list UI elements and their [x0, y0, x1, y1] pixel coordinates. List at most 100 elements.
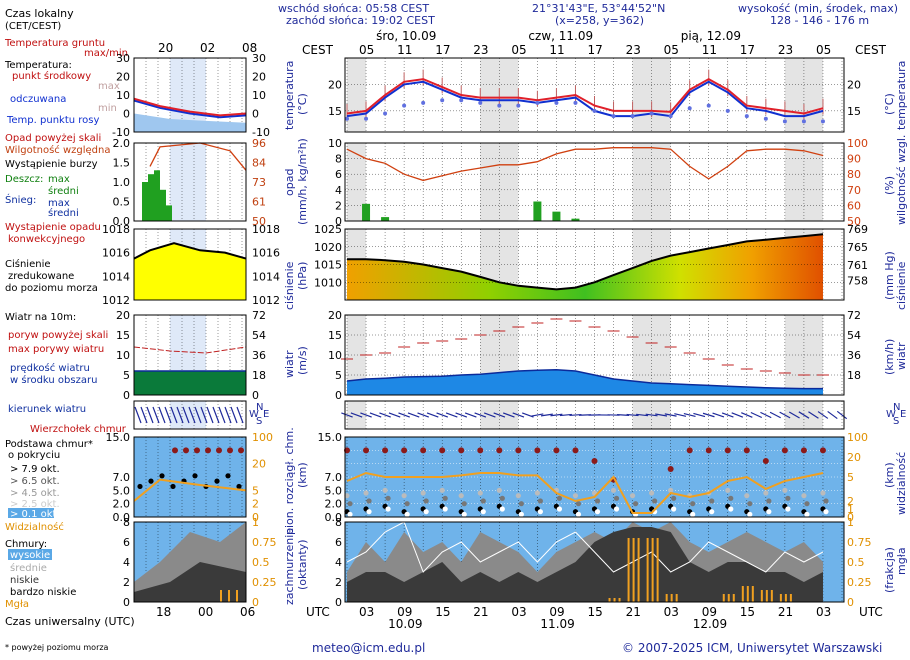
cloud-base-dot — [404, 511, 410, 517]
dew-point — [516, 103, 521, 108]
mini-temp-tick-r: -10 — [252, 126, 270, 139]
cloud-base-dot — [518, 501, 524, 507]
wind-arrow — [350, 412, 363, 418]
legend-pressure2: zredukowane — [8, 271, 74, 282]
cest-tick: 11 — [702, 43, 717, 57]
legend-snow-max: max — [48, 198, 70, 209]
mini-hum-tick: 96 — [252, 137, 266, 150]
cloud-base-dot — [690, 511, 696, 517]
cloud-base-dot — [725, 487, 731, 493]
cloud-base-dot — [518, 511, 524, 517]
wind-arrow — [731, 412, 744, 418]
cloud-base-dot — [728, 495, 734, 501]
legend-rain-max: max — [48, 174, 70, 185]
cest-label-right: CEST — [855, 43, 887, 57]
mini-press-tick: 1018 — [102, 223, 130, 236]
utc-tick: 09 — [397, 605, 412, 619]
cloud-base-dot — [480, 509, 486, 515]
fog-tick: 0.25 — [847, 576, 872, 589]
precip-bar — [533, 201, 542, 221]
dew-point — [649, 111, 654, 116]
dew-point — [706, 103, 711, 108]
mini-cloud-tick: 0.0 — [113, 511, 131, 524]
mini-temp-tick-r: 0 — [252, 108, 259, 121]
cest-tick: 17 — [588, 43, 603, 57]
wind-arrow — [712, 412, 725, 418]
mini-border — [133, 314, 247, 396]
y-tick-left: 15 — [328, 105, 342, 118]
mini-wind-area — [134, 371, 246, 395]
dew-point — [801, 119, 806, 124]
mini-cloudtop-dot — [216, 447, 222, 454]
fog-bar — [741, 586, 744, 602]
cloud-base-dot — [575, 501, 582, 507]
day-label-bottom: 10.09 — [388, 617, 422, 631]
dew-point — [592, 108, 597, 113]
compass-left: NW ES — [249, 402, 269, 427]
wind-arrow — [360, 412, 372, 418]
mini-bottom-hour: 00 — [198, 605, 213, 619]
wind-arrow — [683, 412, 696, 418]
wind-arrow — [531, 413, 544, 417]
cloud-right-unit: (km) — [883, 462, 896, 488]
coords-text: 21°31'43"E, 53°44'52"N — [532, 2, 665, 15]
footer-copyright: © 2007-2025 ICM, Uniwersytet Warszawski — [622, 641, 882, 655]
mini-wind-tick-r: 0 — [252, 389, 259, 402]
cloud-base-dot — [366, 509, 372, 515]
cover-left-title: zachmurzenie — [283, 528, 296, 605]
mini-temp-tick: 30 — [116, 52, 130, 65]
mini-press-tick-r: 1012 — [252, 294, 280, 307]
cloud-base-dot — [439, 487, 445, 493]
altitude-value: 128 - 146 - 176 m — [770, 14, 869, 27]
precip-bar — [381, 217, 390, 221]
cloud-base-dot — [632, 501, 639, 507]
mini-fog-tick: 0.25 — [252, 576, 277, 589]
footer-email[interactable]: meteo@icm.edu.pl — [312, 641, 425, 655]
y-tick-left: 2 — [335, 199, 342, 212]
wind-arrow — [674, 413, 687, 417]
cloud-top-dot — [743, 447, 750, 454]
cloud-base-dot — [804, 501, 810, 507]
legend-c-vlow: bardzo niskie — [10, 587, 76, 598]
mini-cloud-tick: 5.0 — [113, 484, 131, 497]
dew-point — [554, 100, 559, 105]
y-tick-right: 15 — [847, 105, 861, 118]
legend-okt65: > 6.5 okt. — [10, 476, 60, 487]
mini-fog-tick: 0.75 — [252, 536, 277, 549]
cloud-top-dot — [420, 447, 427, 454]
legend-ground-temp: Temperatura gruntu — [4, 38, 105, 49]
wind-arrow — [664, 413, 677, 417]
utc-tick: 09 — [702, 605, 717, 619]
mini-wind-arrow — [170, 406, 178, 424]
mini-wind-arrow — [146, 406, 154, 424]
mini-cloudtop-dot — [205, 447, 211, 454]
wind-line — [346, 369, 823, 390]
mini-border — [133, 521, 247, 603]
cloud-right-title: widzialność — [895, 452, 908, 515]
cloud-base-dot — [461, 511, 467, 517]
vis-tick: 0 — [847, 511, 854, 524]
cloud-base-dot — [649, 490, 655, 496]
legend-rain: Deszcz: — [5, 174, 43, 185]
legend-humidity: Wilgotność względna — [5, 144, 110, 156]
legend-okt79: > 7.9 okt. — [10, 464, 60, 475]
mini-low-area — [134, 562, 246, 602]
cloud-base-dot — [763, 490, 769, 496]
day-label-top: śro, 10.09 — [376, 29, 436, 43]
cloud-base-dot — [744, 493, 750, 499]
legend-okt25: > 2.5 okt. — [10, 499, 60, 510]
wind-arrow — [760, 411, 772, 419]
y-tick-left: 1020 — [314, 241, 342, 254]
y-tick-left: 20 — [328, 78, 342, 91]
wind-arrow — [388, 412, 401, 418]
legend-conv2: konwekcyjnego — [8, 234, 85, 245]
cloud-top-dot — [800, 447, 807, 454]
mini-night — [170, 143, 206, 221]
mini-precip-tick: 2.0 — [113, 137, 131, 150]
mini-press-line — [133, 242, 247, 260]
cest-tick: 23 — [778, 43, 793, 57]
wind-arrow — [750, 411, 763, 419]
wind-arrow — [808, 411, 819, 419]
cover-left-unit: (oktanty) — [296, 539, 309, 590]
legend-okt45: > 4.5 okt. — [10, 488, 60, 499]
